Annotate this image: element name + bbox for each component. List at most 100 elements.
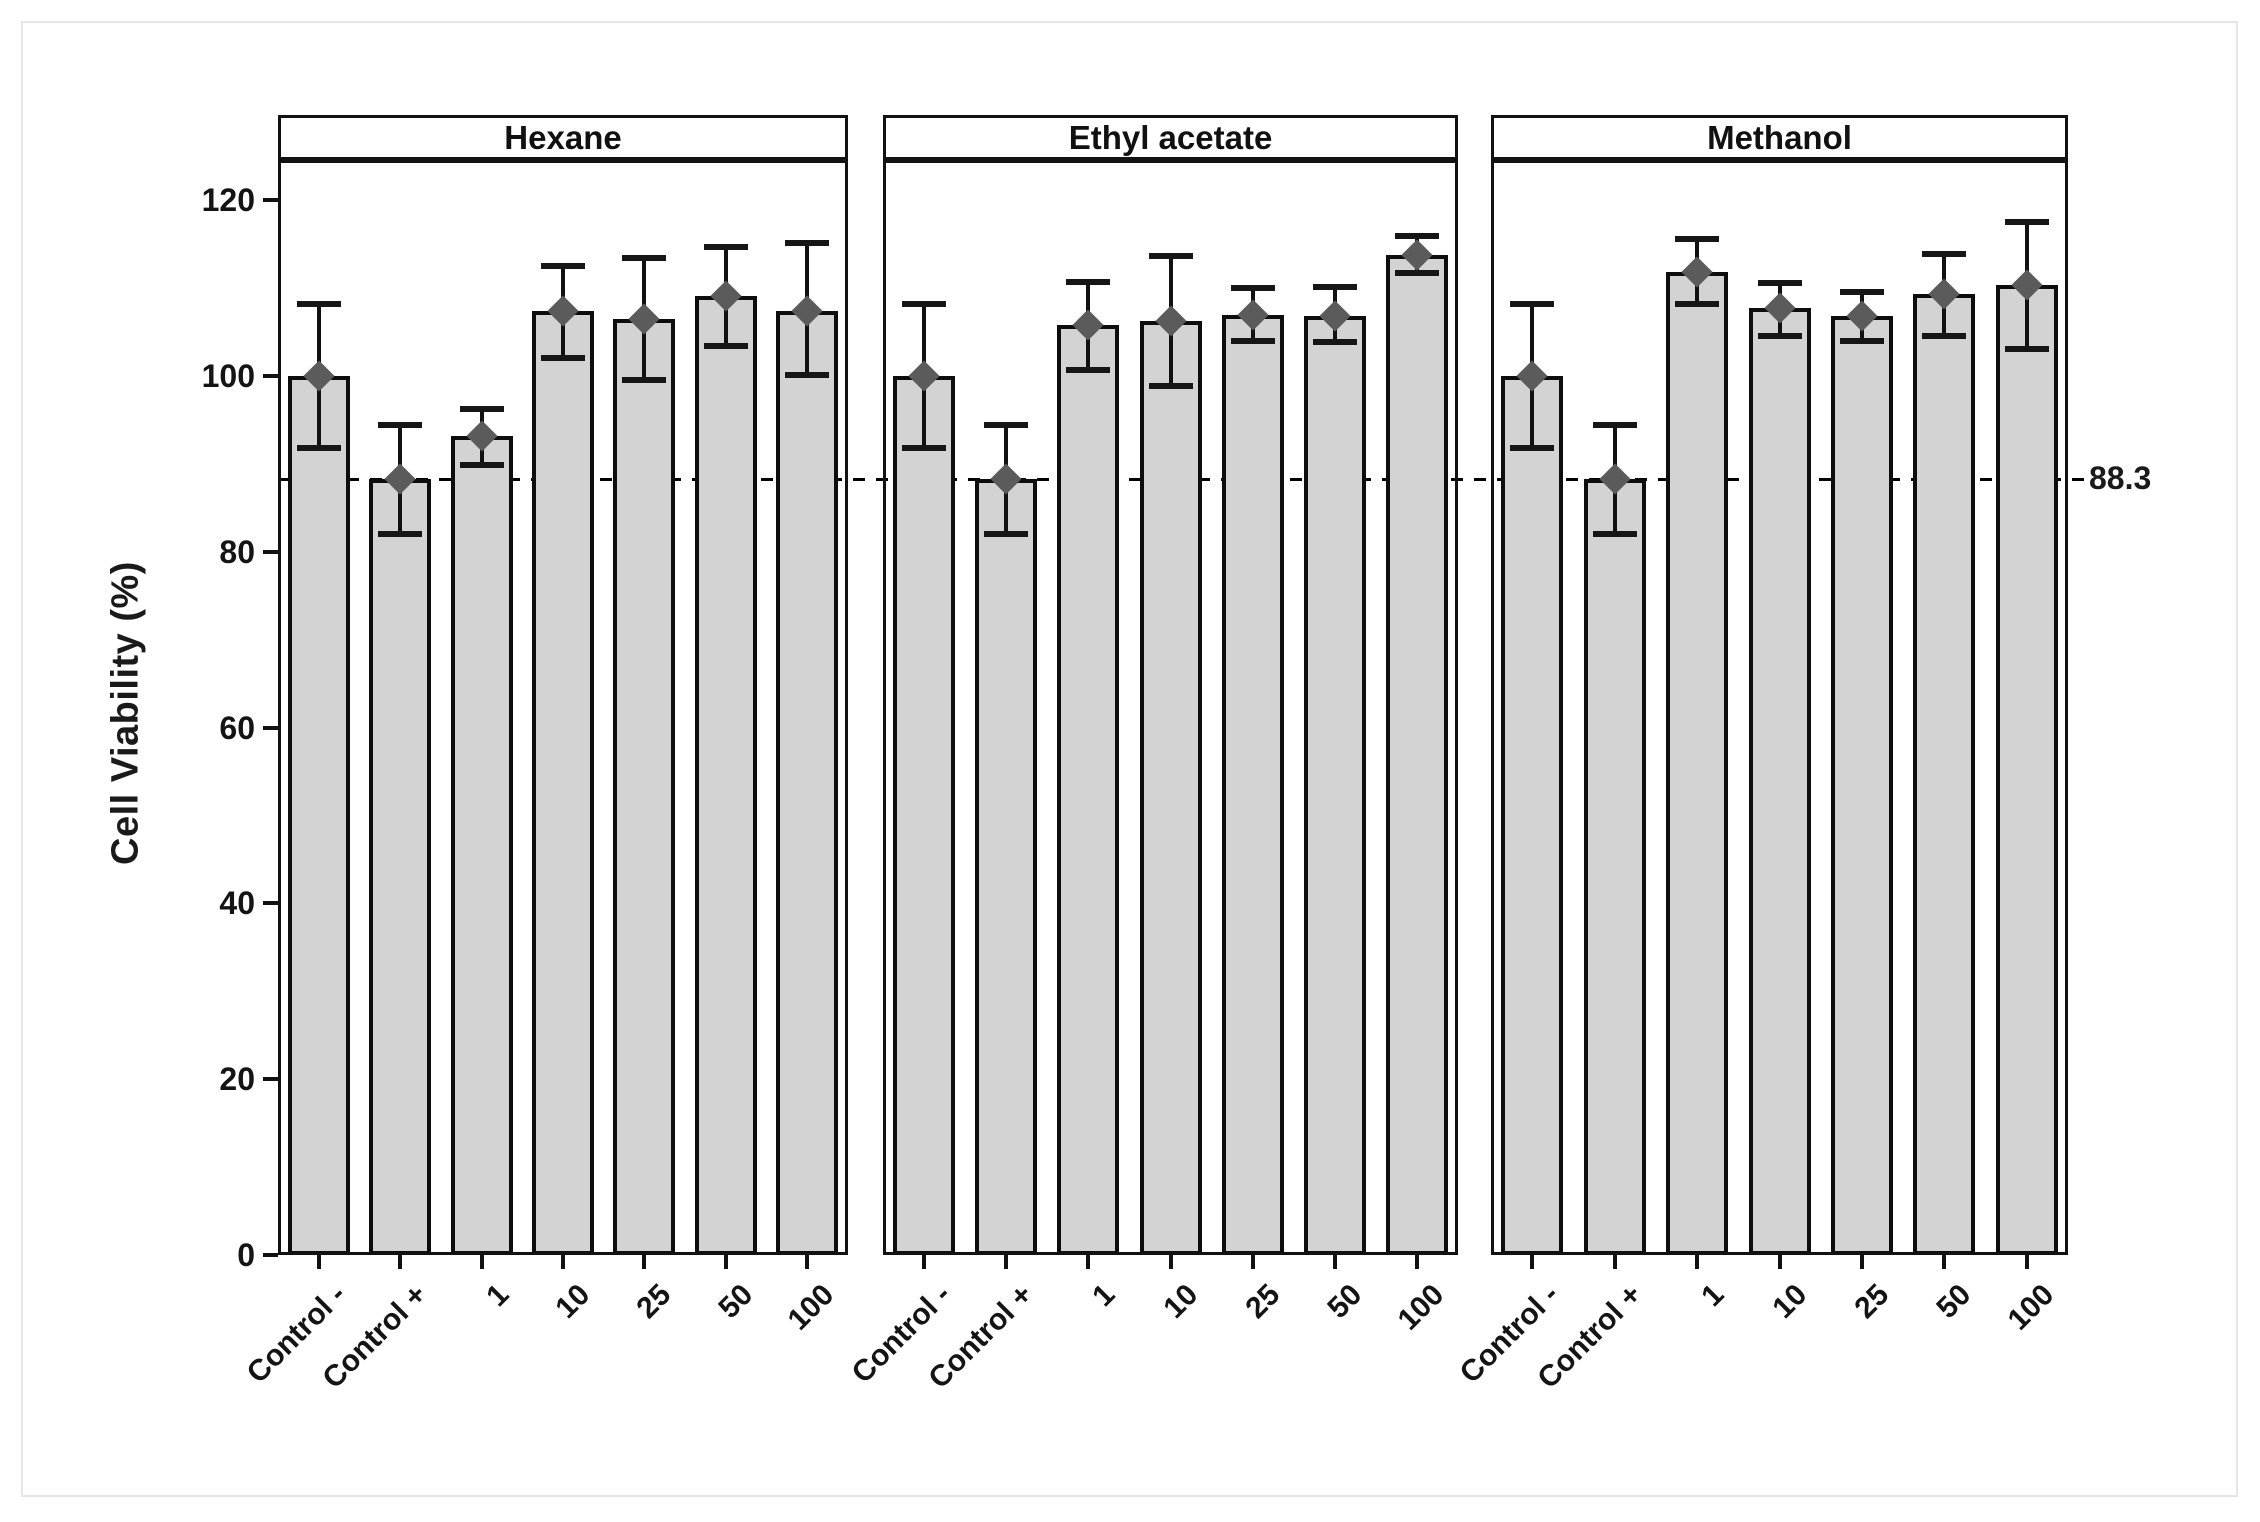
y-tick: [263, 198, 278, 203]
panel-header-methanol: Methanol: [1491, 115, 2068, 160]
y-tick: [263, 901, 278, 906]
x-tick-label: 1: [1695, 1278, 1731, 1314]
x-tick: [1777, 1253, 1782, 1269]
x-tick: [561, 1253, 565, 1269]
error-bar-cap-top: [1230, 285, 1275, 292]
error-bar-cap-bottom: [1148, 382, 1193, 389]
error-bar-cap-bottom: [2004, 345, 2049, 352]
y-tick: [263, 1253, 278, 1257]
error-bar-cap-bottom: [296, 445, 341, 452]
panel-methanol: [1491, 160, 2068, 1255]
faceted-bar-chart: Cell Viability (%) 88.3 0 20 40 60 80 100 120 H…: [23, 23, 2260, 1522]
y-tick-label: 40: [219, 885, 255, 922]
x-tick: [1612, 1253, 1617, 1269]
error-bar-cap-bottom: [1312, 338, 1357, 345]
error-bar-cap-bottom: [459, 461, 504, 468]
error-bar-cap-top: [1922, 251, 1967, 258]
error-bar-cap-bottom: [703, 343, 748, 350]
x-tick: [1250, 1253, 1255, 1269]
error-bar-cap-top: [703, 244, 748, 250]
error-bar-cap-bottom: [1922, 332, 1967, 339]
x-tick: [723, 1253, 728, 1269]
error-bar-cap-top: [378, 422, 423, 429]
error-bar-cap-bottom: [1510, 445, 1555, 452]
error-bar-cap-top: [785, 240, 830, 247]
bar-methanol-1: [1666, 271, 1729, 1255]
bar-ethyl-acetate-25: [1221, 314, 1284, 1255]
bar-ethyl-acetate-100: [1385, 254, 1448, 1255]
y-tick: [263, 549, 278, 554]
y-tick: [263, 725, 278, 730]
x-tick-label: 50: [1321, 1278, 1369, 1325]
error-bar-cap-top: [459, 405, 504, 412]
reference-line-label: 88.3: [2089, 460, 2152, 496]
x-tick: [2024, 1253, 2029, 1269]
y-tick-label: 100: [201, 358, 255, 395]
panel-header-hexane: Hexane: [278, 115, 848, 160]
error-bar-cap-top: [902, 301, 947, 308]
y-tick-label: 20: [219, 1061, 255, 1098]
error-bar-cap-top: [984, 422, 1029, 429]
panel-header-ethyl-acetate: Ethyl acetate: [883, 115, 1458, 160]
error-bar-cap-top: [622, 254, 667, 261]
error-bar-cap-bottom: [622, 376, 667, 383]
bar-methanol-control: [1583, 479, 1646, 1255]
x-tick: [642, 1253, 647, 1269]
x-tick-label: 100: [1391, 1278, 1451, 1337]
error-bar-cap-bottom: [785, 372, 830, 379]
error-bar-cap-top: [2004, 218, 2049, 225]
error-bar-cap-top: [1757, 280, 1802, 287]
error-bar-cap-bottom: [1394, 270, 1439, 277]
x-tick-label: 1: [479, 1278, 515, 1314]
panel-ethyl-acetate: [883, 160, 1458, 1255]
x-tick: [316, 1253, 321, 1269]
x-tick: [1942, 1253, 1947, 1269]
x-tick-label: 10: [1156, 1278, 1204, 1325]
x-tick: [1414, 1253, 1419, 1269]
y-tick-label: 80: [219, 533, 255, 570]
x-tick-label: 100: [781, 1278, 841, 1337]
bar-ethyl-acetate-10: [1139, 320, 1202, 1255]
error-bar-cap-top: [541, 263, 585, 270]
error-bar-cap-bottom: [984, 531, 1029, 538]
bar-ethyl-acetate-1: [1057, 325, 1120, 1255]
y-tick-label: 60: [219, 709, 255, 746]
x-tick-label: 25: [630, 1278, 678, 1325]
error-bar-cap-top: [1312, 284, 1357, 291]
bar-hexane-10: [532, 311, 594, 1255]
bar-hexane-100: [776, 311, 839, 1255]
error-bar-cap-top: [1592, 422, 1637, 429]
y-tick-label: 0: [237, 1237, 255, 1273]
plot-card: Cell Viability (%) 88.3 0 20 40 60 80 100 120 H…: [21, 21, 2238, 1497]
error-bar-cap-top: [296, 301, 341, 308]
error-bar-cap-bottom: [378, 531, 423, 538]
bar-methanol-50: [1913, 294, 1976, 1255]
bar-ethyl-acetate-control: [975, 479, 1038, 1255]
bar-methanol-control: [1501, 376, 1564, 1255]
bar-methanol-25: [1830, 315, 1893, 1255]
x-tick-label: 10: [549, 1278, 597, 1325]
error-bar-cap-bottom: [1675, 301, 1720, 308]
x-tick-label: 10: [1765, 1278, 1813, 1325]
x-tick-label: 50: [712, 1278, 760, 1325]
bar-methanol-100: [1995, 284, 2058, 1255]
error-bar-cap-top: [1148, 252, 1193, 259]
x-tick-label: 50: [1930, 1278, 1978, 1325]
x-tick: [1530, 1253, 1535, 1269]
bar-hexane-25: [613, 319, 676, 1255]
error-bar-cap-top: [1510, 301, 1555, 308]
y-tick: [263, 374, 278, 379]
error-bar-cap-top: [1675, 236, 1720, 243]
error-bar-cap-top: [1394, 232, 1439, 239]
x-tick: [398, 1253, 403, 1269]
x-tick-label: 25: [1239, 1278, 1286, 1325]
x-tick: [1332, 1253, 1337, 1269]
x-tick: [1859, 1253, 1864, 1269]
error-bar-cap-bottom: [1757, 332, 1802, 339]
error-bar-cap-bottom: [1592, 531, 1637, 538]
y-tick: [263, 1077, 278, 1082]
bar-hexane-control: [287, 376, 350, 1255]
x-tick: [1695, 1253, 1700, 1269]
bar-ethyl-acetate-50: [1303, 315, 1366, 1255]
